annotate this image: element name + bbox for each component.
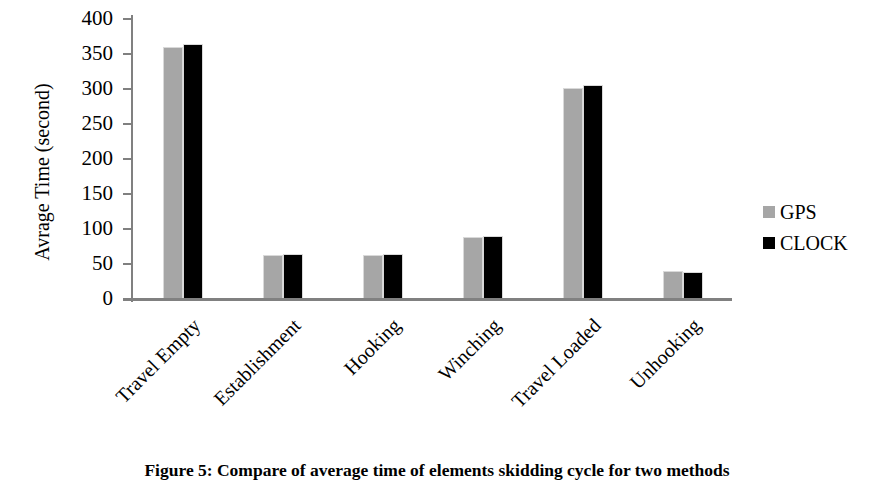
bar-clock-travel-empty	[183, 44, 203, 300]
plot-area: 0 50 100 150 200 250 300 350 400 Travel EmptyEsta…	[0, 0, 874, 494]
y-tick-label: 0	[67, 288, 113, 309]
legend: GPS CLOCK	[763, 203, 848, 265]
y-tick-label: 350	[67, 43, 113, 64]
y-tick-label: 400	[67, 8, 113, 29]
y-tick-label: 100	[67, 218, 113, 239]
x-category-label: Unhooking	[625, 314, 704, 393]
legend-item-clock: CLOCK	[763, 234, 848, 252]
y-tick-label: 250	[67, 113, 113, 134]
x-category-label: Hooking	[340, 314, 405, 379]
figure: Avrage Time (second) 0501001502002503003…	[0, 0, 874, 494]
y-tick-label: 150	[67, 183, 113, 204]
bar-clock-unhooking	[683, 272, 703, 299]
legend-swatch-clock	[763, 237, 775, 249]
bar-gps-travel-loaded	[563, 88, 583, 299]
bar-clock-hooking	[383, 254, 403, 299]
bar-clock-travel-loaded	[583, 85, 603, 299]
y-tick-label: 200	[67, 148, 113, 169]
bar-gps-winching	[463, 237, 483, 299]
bar-gps-establishment	[263, 255, 283, 299]
bar-clock-establishment	[283, 254, 303, 300]
figure-caption: Figure 5: Compare of average time of ele…	[0, 460, 874, 481]
bar-gps-travel-empty	[163, 47, 183, 299]
bar-gps-unhooking	[663, 271, 683, 299]
bar-gps-hooking	[363, 255, 383, 299]
x-category-label: Establishment	[209, 314, 305, 410]
y-tick-label: 300	[67, 78, 113, 99]
legend-swatch-gps	[763, 206, 775, 218]
x-category-label: Travel Empty	[111, 314, 204, 407]
y-axis-line	[131, 15, 133, 302]
legend-label-gps: GPS	[780, 203, 817, 221]
x-category-label: Travel Loaded	[507, 314, 605, 412]
x-axis-line	[123, 298, 732, 301]
y-tick-label: 50	[67, 253, 113, 274]
legend-item-gps: GPS	[763, 203, 848, 221]
bar-clock-winching	[483, 236, 503, 299]
legend-label-clock: CLOCK	[780, 234, 848, 252]
x-category-label: Winching	[434, 314, 505, 385]
